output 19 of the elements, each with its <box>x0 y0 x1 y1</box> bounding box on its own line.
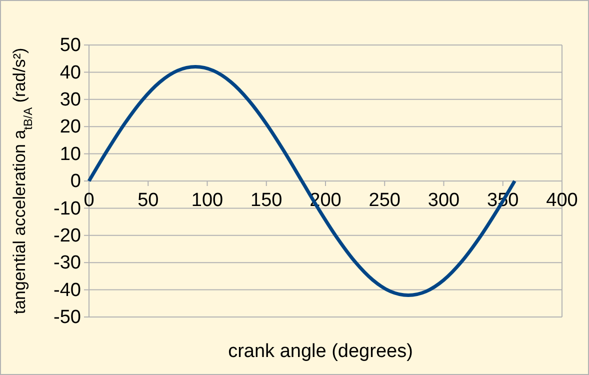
y-tick-label: 10 <box>60 144 81 165</box>
y-tick-label: -50 <box>54 307 81 328</box>
y-tick-label: -40 <box>54 280 81 301</box>
y-tick-label: 50 <box>60 35 81 56</box>
y-tick-label: 30 <box>60 89 81 110</box>
x-tick-label: 250 <box>368 190 400 212</box>
x-tick-label: 100 <box>191 190 224 212</box>
y-tick-label: 0 <box>70 171 81 192</box>
y-tick-label: -10 <box>54 198 81 220</box>
x-axis-title: crank angle (degrees) <box>228 341 413 362</box>
x-tick-label: 50 <box>138 190 159 212</box>
x-tick-label: 300 <box>428 190 460 212</box>
x-tick-label: 400 <box>546 190 578 212</box>
y-tick-label: -20 <box>54 225 81 246</box>
x-tick-label: 0 <box>84 190 94 212</box>
y-tick-label: 20 <box>60 116 81 138</box>
y-tick-label: 40 <box>60 62 81 84</box>
y-tick-label: -30 <box>54 252 81 274</box>
x-tick-label: 150 <box>250 190 282 212</box>
